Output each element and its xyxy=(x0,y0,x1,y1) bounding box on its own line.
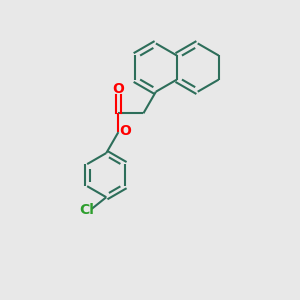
Text: O: O xyxy=(119,124,131,138)
Text: Cl: Cl xyxy=(79,203,94,218)
Text: O: O xyxy=(112,82,124,96)
